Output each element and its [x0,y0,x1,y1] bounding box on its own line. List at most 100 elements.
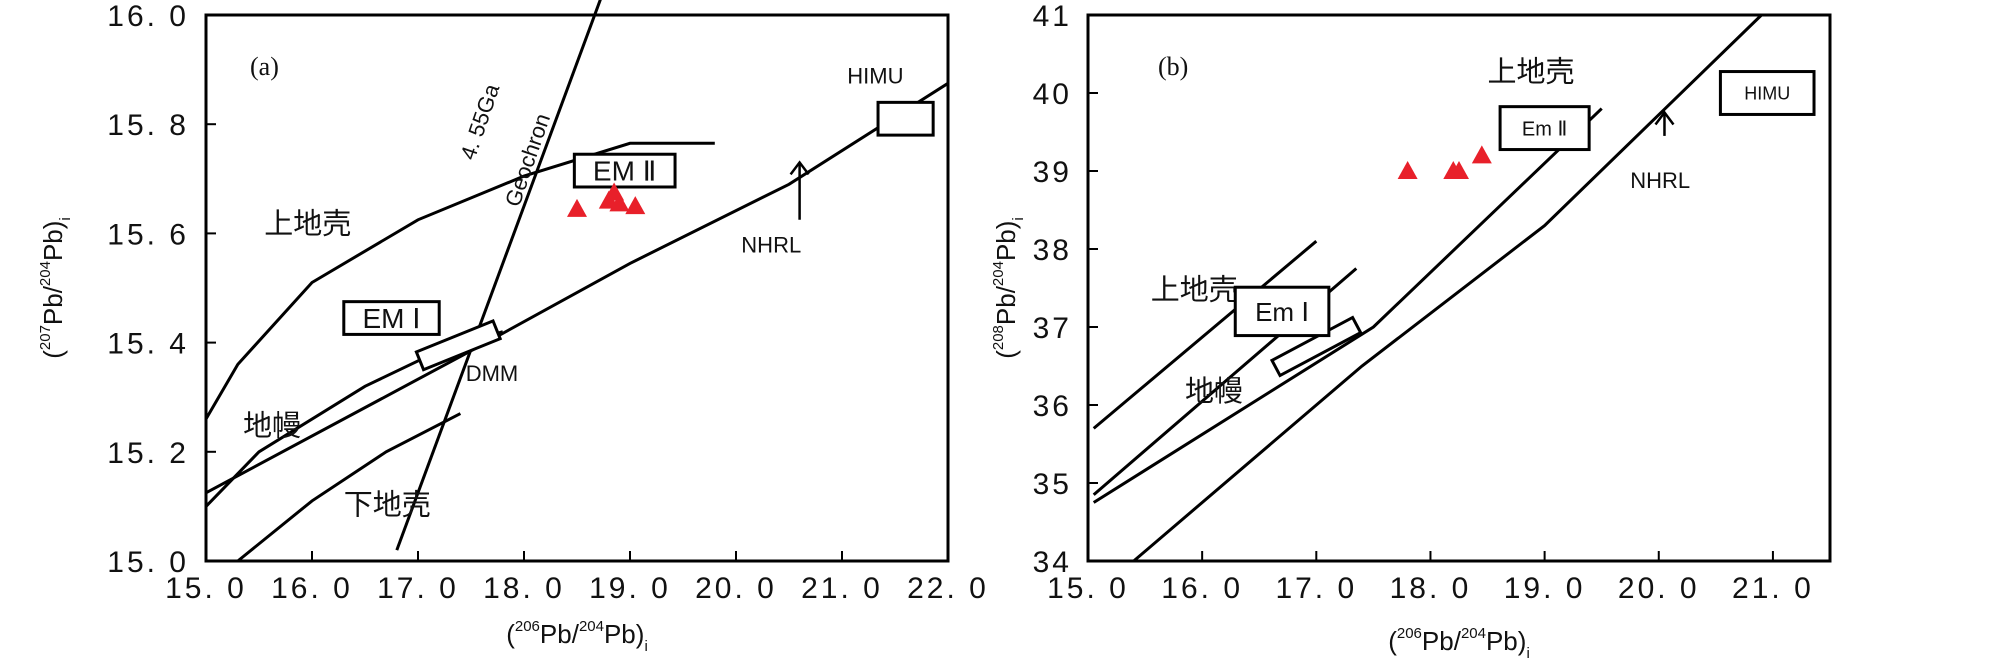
x-axis-title-sup2: 204 [579,618,604,635]
x-axis-title: (206Pb/204Pb)i [506,618,648,655]
y-axis-title: (208Pb/204Pb)i [990,217,1027,359]
label-geochron: Geochron [500,110,555,209]
label-nhrl: NHRL [1630,168,1690,193]
x-axis-title-sub: i [1526,645,1529,659]
x-tick-label: 21. 0 [801,572,883,605]
x-tick-label: 17. 0 [1275,572,1357,605]
x-tick-label: 18. 0 [483,572,565,605]
y-axis-title-sup2: 204 [37,261,54,286]
x-axis-title: (206Pb/204Pb)i [1388,625,1530,659]
curve-upper-crust [204,141,715,420]
y-axis-title-b: Pb) [38,221,68,261]
y-tick-label: 34 [1033,546,1072,579]
x-tick-label: 21. 0 [1732,572,1814,605]
y-axis-title-b: Pb) [991,221,1021,261]
label-himu-box [1718,70,1816,116]
curve-geochron [395,0,602,551]
himu-box [876,100,935,137]
x-axis-title-a: Pb/ [540,619,580,649]
label-em1-box [1233,285,1331,338]
data-point [1471,145,1492,164]
label-upper-crust: 上地壳 [1151,273,1238,307]
curve-upper-crust [1092,240,1318,430]
x-axis-title-sup: 206 [1397,625,1422,642]
y-axis-title: (207Pb/204Pb)i [37,217,74,359]
data-point [609,193,630,212]
y-axis-title-a: Pb/ [38,285,68,325]
x-tick-label: 17. 0 [377,572,459,605]
x-axis-title-sup: 206 [515,618,540,635]
y-axis-title-sup: 208 [990,325,1007,350]
y-axis-title-sub: i [57,217,74,220]
label-em1: Em Ⅰ [1255,297,1309,327]
data-point [567,198,587,217]
panel-b: 15. 0 16. 0 17. 0 18. 0 19. 0 20. 0 21. 0 34 35 3… [990,0,1832,659]
y-axis-title-open: ( [38,350,68,359]
y-tick-label: 16. 0 [107,0,189,33]
curve-upper-nhrl [1092,107,1603,504]
label-himu: HIMU [1744,83,1790,103]
plot-frame [1086,13,1832,563]
label-nhrl: NHRL [741,233,801,258]
x-tick-label: 18. 0 [1390,572,1472,605]
x-tick-label: 19. 0 [1504,572,1586,605]
label-em1: EM Ⅰ [362,303,420,334]
x-tick-label: 20. 0 [695,572,777,605]
label-upper-crust-top: 上地壳 [1488,54,1575,88]
x-axis-title-b: Pb) [1486,626,1526,656]
y-tick-label: 38 [1033,234,1072,267]
dmm-box [1269,315,1363,378]
label-lower-crust: 下地壳 [344,488,431,522]
x-tick-label: 16. 0 [271,572,353,605]
label-himu: HIMU [847,63,903,88]
data-point [1449,161,1469,179]
x-axis-title-sup2: 204 [1461,625,1486,642]
y-axis-title-a: Pb/ [991,285,1021,325]
label-age: 4. 55Ga [455,80,504,163]
nhrl-arrow [1654,110,1675,136]
x-tick-label: 20. 0 [1618,572,1700,605]
x-axis-title-a: Pb/ [1422,626,1462,656]
x-tick-label: 15. 0 [165,572,247,605]
label-mantle: 地幔 [1185,374,1243,408]
x-axis-title-open: ( [1388,626,1397,656]
data-point [1397,161,1418,179]
x-tick-label: 19. 0 [589,572,671,605]
y-axis-title-sup2: 204 [990,261,1007,286]
data-point [625,196,646,215]
label-mantle: 地幔 [243,408,301,442]
x-tick-label: 22. 0 [907,572,989,605]
panel-a: 15. 0 16. 0 17. 0 18. 0 19. 0 20. 0 21. 0 22. 0… [37,0,989,655]
x-tick-label: 15. 0 [1047,572,1129,605]
x-axis-title-b: Pb) [604,619,644,649]
label-em2-box [572,152,677,189]
y-tick-label: 15. 8 [107,109,189,142]
panel-label: (a) [250,52,279,81]
curve-lower-crust [236,412,462,563]
label-em1-box [342,300,441,336]
y-tick-label: 15. 0 [107,546,189,579]
y-tick-label: 39 [1033,156,1072,189]
y-tick-label: 41 [1033,0,1072,33]
label-em2: EM Ⅱ [593,156,657,187]
y-tick-label: 15. 6 [107,218,189,251]
x-axis-title-open: ( [506,619,515,649]
dmm-box [414,319,503,372]
y-axis-title-sup: 207 [37,325,54,350]
y-axis-title-open: ( [991,350,1021,359]
label-upper-crust: 上地壳 [264,206,351,240]
y-tick-label: 15. 2 [107,437,189,470]
y-tick-label: 40 [1033,78,1072,111]
y-tick-label: 37 [1033,312,1072,345]
panel-label: (b) [1158,52,1188,81]
y-tick-label: 35 [1033,468,1072,501]
x-tick-label: 16. 0 [1161,572,1243,605]
y-tick-label: 15. 4 [107,328,189,361]
label-em2-box [1498,105,1591,152]
curve-nhrl [205,82,949,495]
plot-frame [204,13,950,563]
label-em2: Em Ⅱ [1522,118,1567,140]
label-dmm: DMM [466,361,519,386]
x-axis-title-sub: i [644,638,647,655]
